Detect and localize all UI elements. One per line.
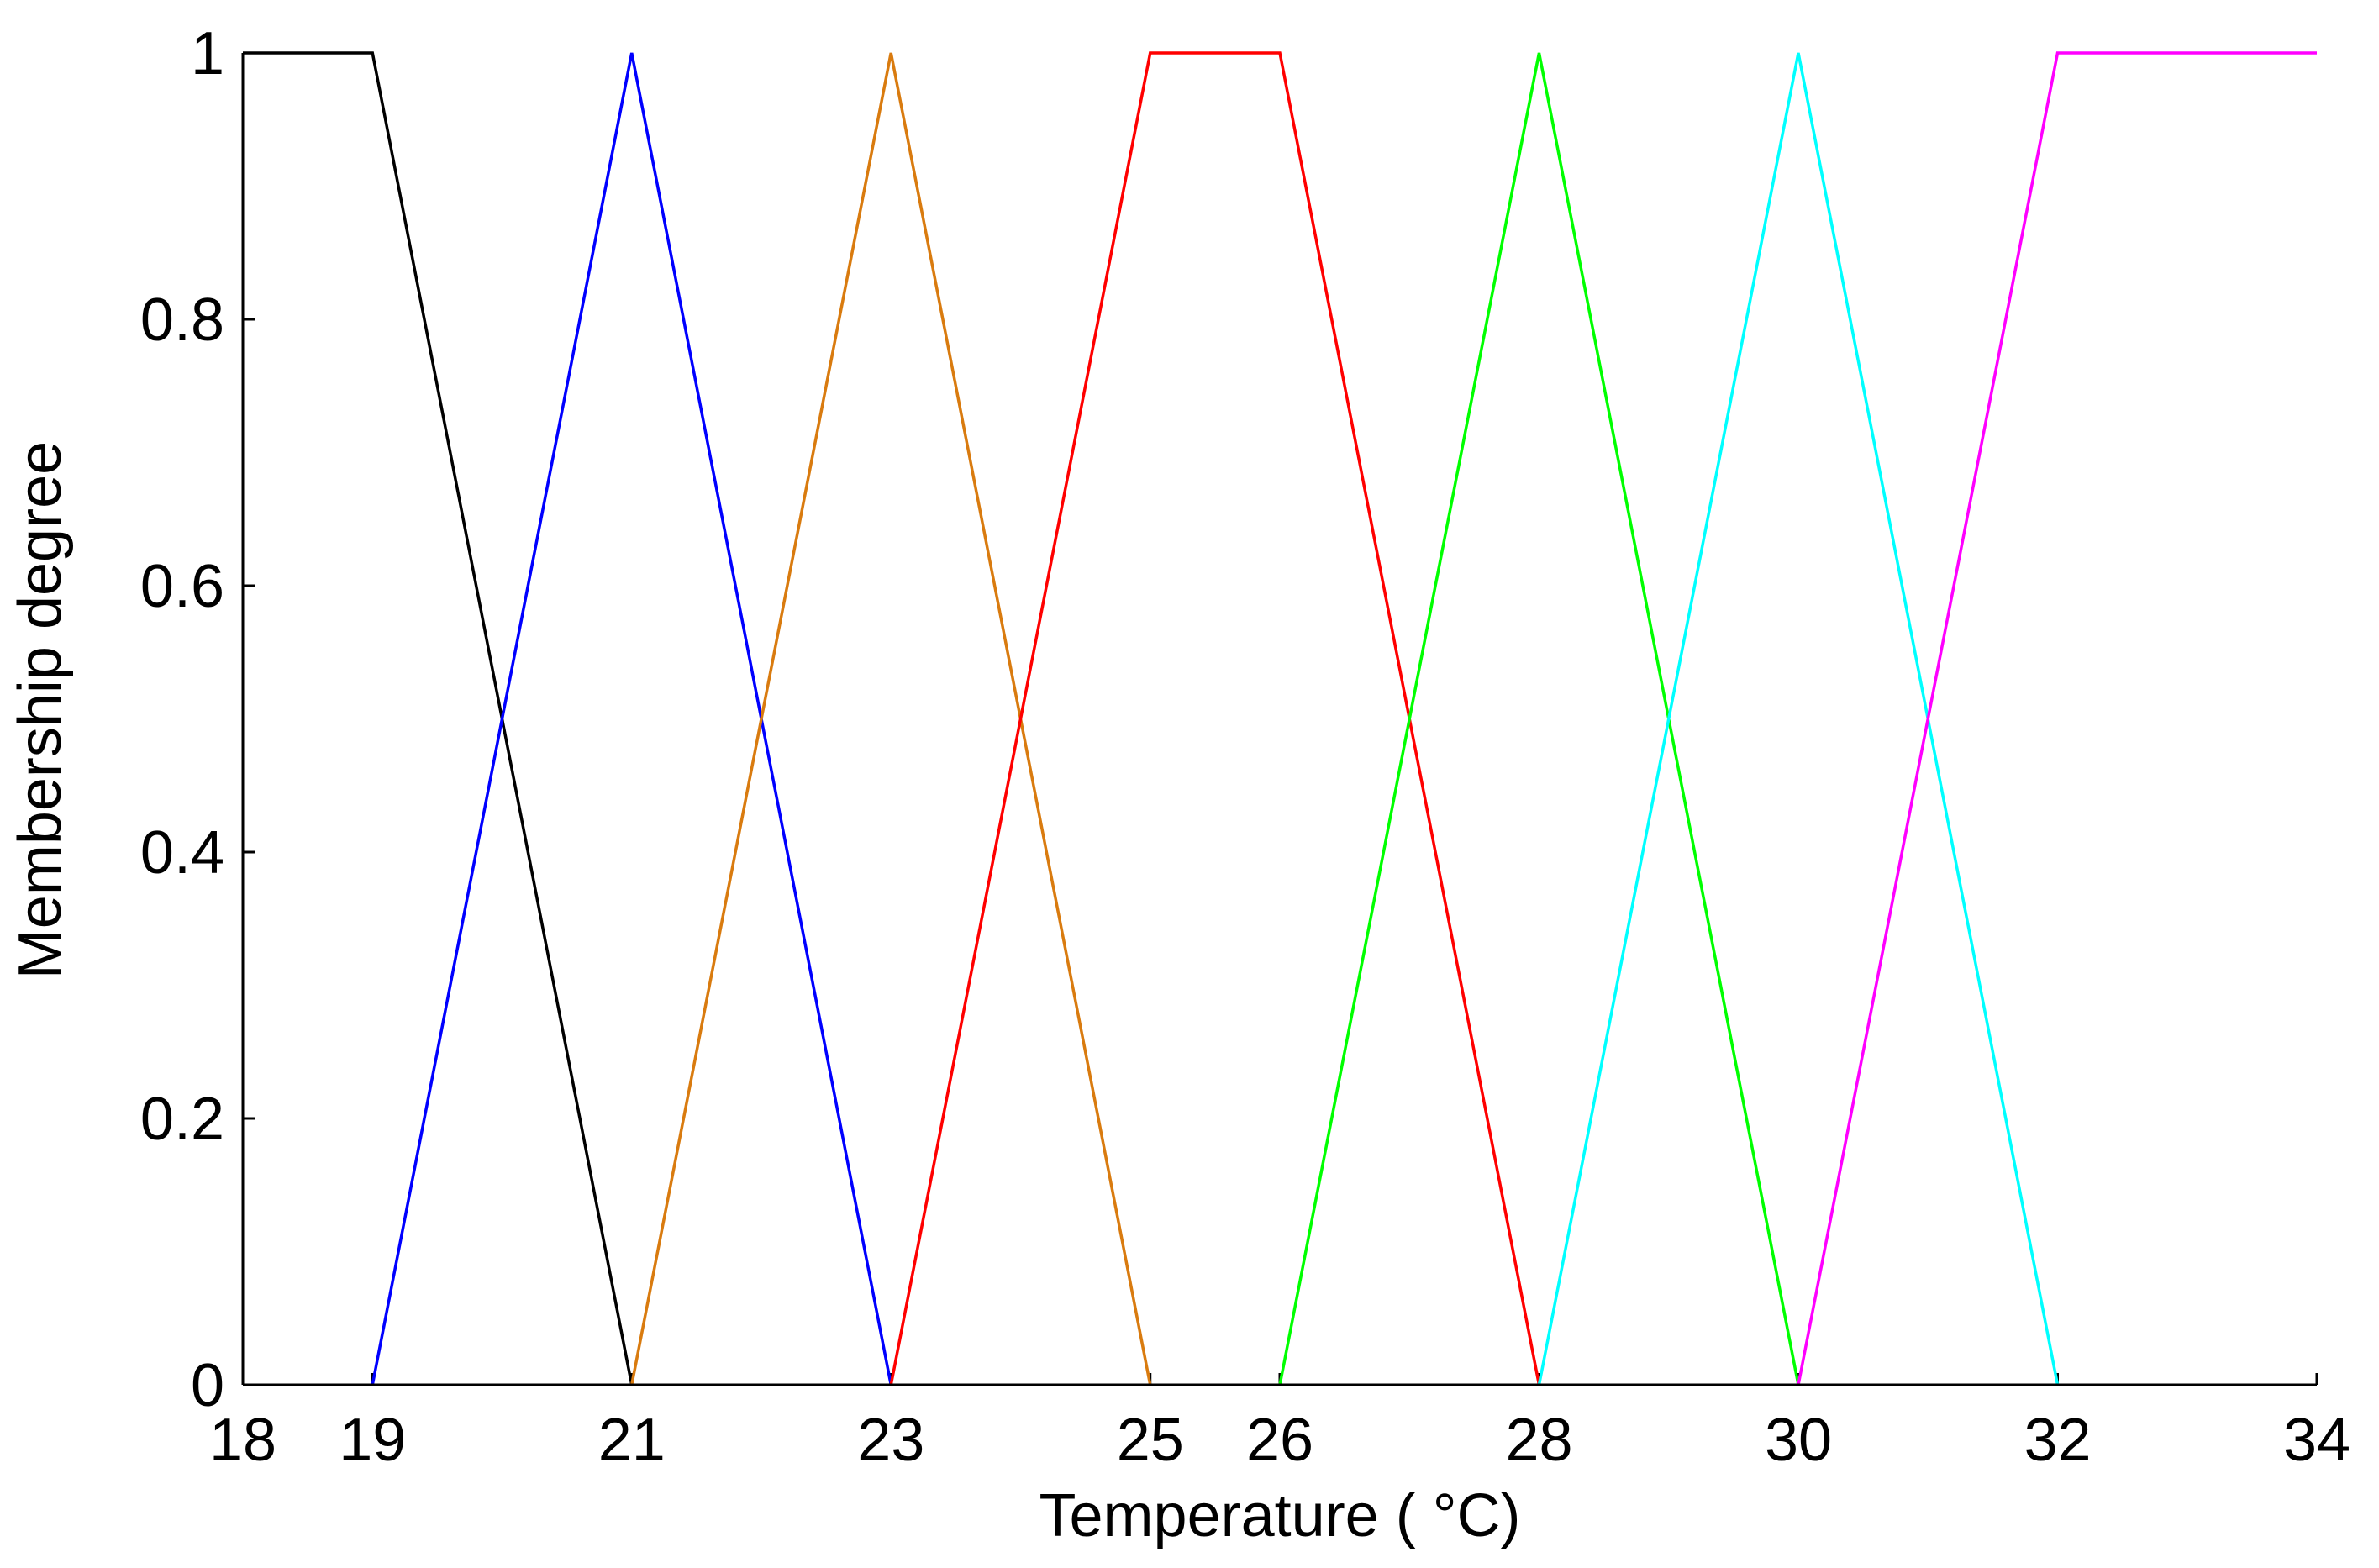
y-tick-label: 0.4 — [140, 819, 224, 887]
series-line — [1278, 52, 1800, 1386]
y-axis-label: Membership degree — [7, 441, 74, 979]
series-line — [630, 52, 1152, 1386]
x-tick-label: 23 — [857, 1407, 924, 1474]
y-tick-label: 0 — [191, 1352, 224, 1419]
x-tick-label: 28 — [1505, 1407, 1572, 1474]
y-tick-label: 0.6 — [140, 553, 224, 620]
series-line — [1537, 52, 2060, 1386]
series-line — [243, 51, 634, 1386]
x-tick-label: 25 — [1117, 1407, 1184, 1474]
y-tick-label: 0.8 — [140, 287, 224, 354]
x-axis-label: Temperature ( °C) — [1039, 1482, 1521, 1550]
x-tick-label: 19 — [339, 1407, 406, 1474]
y-tick-label: 1 — [191, 20, 224, 87]
x-tick-label: 34 — [2283, 1407, 2350, 1474]
x-tick-label: 32 — [2024, 1407, 2091, 1474]
y-tick-label: 0.2 — [140, 1086, 224, 1153]
series-line — [371, 52, 892, 1386]
series-line — [1797, 51, 2317, 1386]
series-line — [889, 51, 1541, 1386]
x-tick-label: 18 — [209, 1407, 276, 1474]
x-tick-label: 26 — [1246, 1407, 1313, 1474]
x-tick-label: 30 — [1765, 1407, 1832, 1474]
x-tick-label: 21 — [598, 1407, 666, 1474]
